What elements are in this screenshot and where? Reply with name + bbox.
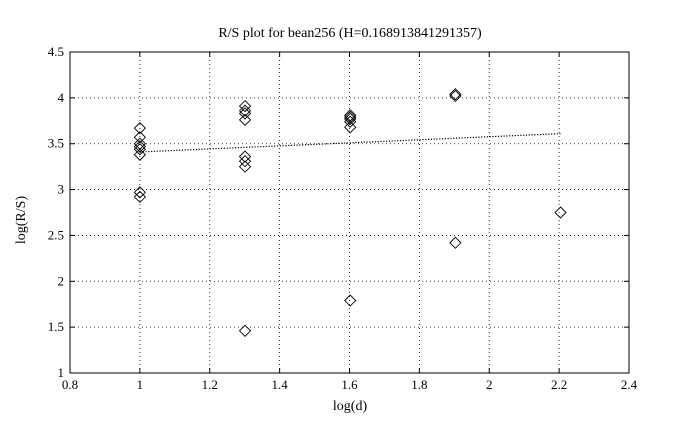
data-point-diamond (449, 88, 462, 101)
data-point-diamond (238, 113, 252, 127)
data-point-diamond (344, 112, 357, 126)
y-tick-label: 1 (58, 365, 65, 380)
y-tick-label: 4 (58, 90, 65, 105)
x-tick-label: 2.4 (621, 377, 638, 392)
fit-line (139, 133, 561, 153)
x-tick-label: 1.4 (272, 377, 289, 392)
data-point-diamond (133, 148, 147, 161)
y-tick-label: 3.5 (48, 136, 64, 151)
data-point-diamond (133, 186, 147, 199)
y-tick-label: 3 (58, 182, 65, 197)
data-point-diamond (449, 236, 462, 249)
data-point-diamond (238, 160, 252, 173)
x-tick-label: 0.8 (62, 377, 78, 392)
data-point-diamond (554, 206, 567, 219)
data-point-diamond (344, 294, 357, 307)
data-point-diamond (449, 89, 462, 103)
x-tick-label: 1.6 (341, 377, 358, 392)
x-tick-label: 1 (137, 377, 144, 392)
data-point-diamond (238, 155, 252, 168)
data-point-diamond (133, 190, 147, 204)
chart-title: R/S plot for bean256 (H=0.16891384129135… (218, 26, 482, 41)
tick-label-layer: 0.8 1 1.2 1.4 1.6 1.8 2 2.2 2.411.522.533.544.5 (48, 44, 638, 392)
y-axis-label: log(R/S) (14, 195, 29, 245)
x-tick-label: 1.8 (411, 377, 427, 392)
fit-line-layer (139, 133, 561, 153)
data-point-diamond (238, 99, 252, 113)
data-point-diamond (238, 150, 252, 163)
x-tick-label: 2 (486, 377, 493, 392)
x-axis-label: log(d) (332, 399, 368, 414)
data-point-diamond (344, 110, 357, 124)
data-point-diamond (133, 131, 147, 144)
axes-layer (69, 51, 630, 374)
x-tick-label: 1.2 (202, 377, 218, 392)
data-point-diamond (133, 140, 147, 153)
y-tick-label: 4.5 (48, 44, 64, 59)
data-point-diamond (238, 104, 252, 117)
data-point-diamond (344, 109, 357, 122)
data-point-diamond (238, 107, 252, 120)
data-point-diamond (133, 143, 147, 156)
data-point-diamond (344, 121, 357, 134)
data-point-diamond (344, 115, 357, 128)
data-point-diamond (238, 324, 252, 337)
data-points-layer (133, 88, 567, 337)
y-tick-label: 2 (58, 273, 65, 288)
y-tick-label: 2.5 (48, 227, 64, 242)
grid-layer (70, 52, 629, 373)
x-tick-label: 2.2 (551, 377, 567, 392)
y-tick-label: 1.5 (48, 319, 64, 334)
data-point-diamond (133, 121, 147, 135)
